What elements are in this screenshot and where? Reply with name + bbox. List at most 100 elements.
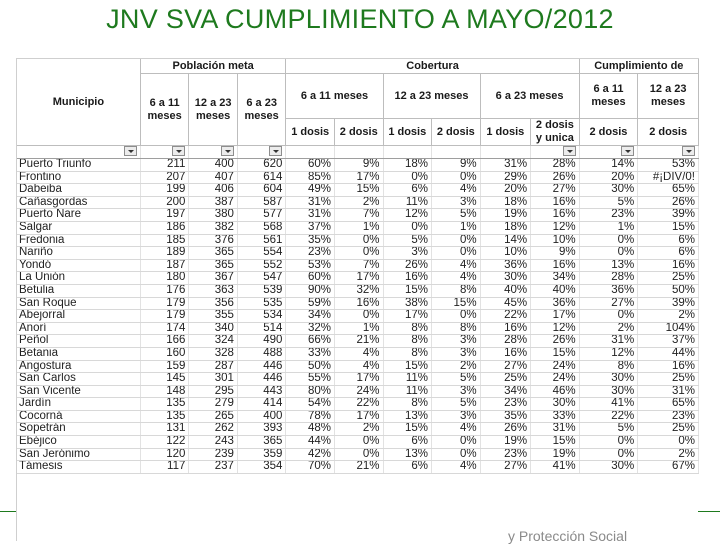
value-cell[interactable]: 5% [383,234,433,248]
value-cell[interactable]: 39% [637,208,699,222]
value-cell[interactable]: 37% [285,221,335,235]
municipio-cell[interactable]: Peñol [17,334,141,348]
value-cell[interactable]: 359 [237,448,287,462]
value-cell[interactable]: 16% [637,360,699,374]
value-cell[interactable]: 189 [140,246,190,260]
value-cell[interactable]: 2% [334,196,384,210]
value-cell[interactable]: 15% [383,284,433,298]
value-cell[interactable]: 65% [637,397,699,411]
value-cell[interactable]: 7% [334,259,384,273]
value-cell[interactable]: 1% [334,221,384,235]
value-cell[interactable]: 3% [431,347,481,361]
value-cell[interactable]: 324 [188,334,238,348]
filter-dropdown-icon[interactable] [562,146,576,156]
value-cell[interactable]: 25% [637,271,699,285]
value-cell[interactable]: 23% [480,448,532,462]
value-cell[interactable]: 8% [383,347,433,361]
value-cell[interactable]: 31% [579,334,639,348]
value-cell[interactable]: 16% [480,347,532,361]
value-cell[interactable]: 31% [480,158,532,172]
value-cell[interactable]: 104% [637,322,699,336]
value-cell[interactable]: 0% [334,309,384,323]
value-cell[interactable]: 22% [579,410,639,424]
value-cell[interactable]: 614 [237,171,287,185]
value-cell[interactable]: 7% [334,208,384,222]
value-cell[interactable]: 9% [334,158,384,172]
filter-dropdown-icon[interactable] [682,146,695,156]
value-cell[interactable]: 16% [637,259,699,273]
value-cell[interactable]: 27% [480,460,532,474]
municipio-cell[interactable]: San Vicente [17,385,141,399]
value-cell[interactable]: 6% [637,246,699,260]
municipio-cell[interactable]: Frontino [17,171,141,185]
value-cell[interactable]: 13% [383,410,433,424]
value-cell[interactable]: 382 [188,221,238,235]
value-cell[interactable]: 5% [431,397,481,411]
value-cell[interactable]: 23% [637,410,699,424]
value-cell[interactable]: 85% [285,171,335,185]
value-cell[interactable]: 393 [237,422,287,437]
value-cell[interactable]: 19% [530,448,580,462]
value-cell[interactable]: 14% [579,158,639,172]
value-cell[interactable]: 0% [334,246,384,260]
value-cell[interactable]: 2% [431,360,481,374]
value-cell[interactable]: 16% [480,322,532,336]
value-cell[interactable]: 301 [188,372,238,386]
value-cell[interactable]: 15% [383,360,433,374]
value-cell[interactable]: 26% [637,196,699,210]
value-cell[interactable]: 145 [140,372,190,386]
value-cell[interactable]: 8% [383,397,433,411]
value-cell[interactable]: 36% [579,284,639,298]
filter-dropdown-icon[interactable] [172,146,186,156]
value-cell[interactable]: 2% [637,448,699,462]
value-cell[interactable]: 186 [140,221,190,235]
municipio-cell[interactable]: San Roque [17,297,141,311]
value-cell[interactable]: 6% [383,460,433,474]
value-cell[interactable]: 265 [188,410,238,424]
value-cell[interactable]: 176 [140,284,190,298]
value-cell[interactable]: 287 [188,360,238,374]
filter-dropdown-icon[interactable] [269,146,283,156]
value-cell[interactable]: 17% [530,309,580,323]
value-cell[interactable]: 179 [140,297,190,311]
value-cell[interactable]: 50% [285,360,335,374]
value-cell[interactable]: 17% [334,171,384,185]
value-cell[interactable]: 15% [431,297,481,311]
value-cell[interactable]: 32% [334,284,384,298]
value-cell[interactable]: 18% [480,221,532,235]
value-cell[interactable]: 120 [140,448,190,462]
value-cell[interactable]: 16% [530,208,580,222]
value-cell[interactable]: 40% [530,284,580,298]
value-cell[interactable]: 11% [383,196,433,210]
value-cell[interactable]: 34% [530,271,580,285]
value-cell[interactable]: 4% [334,360,384,374]
municipio-cell[interactable]: Dabeiba [17,183,141,197]
value-cell[interactable]: 239 [188,448,238,462]
value-cell[interactable]: 31% [285,208,335,222]
value-cell[interactable]: 2% [334,422,384,437]
value-cell[interactable]: 443 [237,385,287,399]
value-cell[interactable]: 20% [579,171,639,185]
value-cell[interactable]: 131 [140,422,190,437]
value-cell[interactable]: 46% [530,385,580,399]
value-cell[interactable]: 3% [383,246,433,260]
value-cell[interactable]: 21% [334,334,384,348]
value-cell[interactable]: 25% [637,422,699,437]
municipio-cell[interactable]: La Unión [17,271,141,285]
value-cell[interactable]: 20% [480,183,532,197]
value-cell[interactable]: 9% [530,246,580,260]
value-cell[interactable]: 2% [637,309,699,323]
value-cell[interactable]: 42% [285,448,335,462]
value-cell[interactable]: 25% [480,372,532,386]
value-cell[interactable]: 26% [480,422,532,437]
value-cell[interactable]: 8% [431,284,481,298]
value-cell[interactable]: 17% [334,372,384,386]
value-cell[interactable]: 488 [237,347,287,361]
value-cell[interactable]: 0% [579,246,639,260]
value-cell[interactable]: 8% [383,334,433,348]
value-cell[interactable]: 11% [383,372,433,386]
value-cell[interactable]: 16% [383,271,433,285]
value-cell[interactable]: 9% [431,158,481,172]
value-cell[interactable]: 0% [431,234,481,248]
value-cell[interactable]: 406 [188,183,238,197]
